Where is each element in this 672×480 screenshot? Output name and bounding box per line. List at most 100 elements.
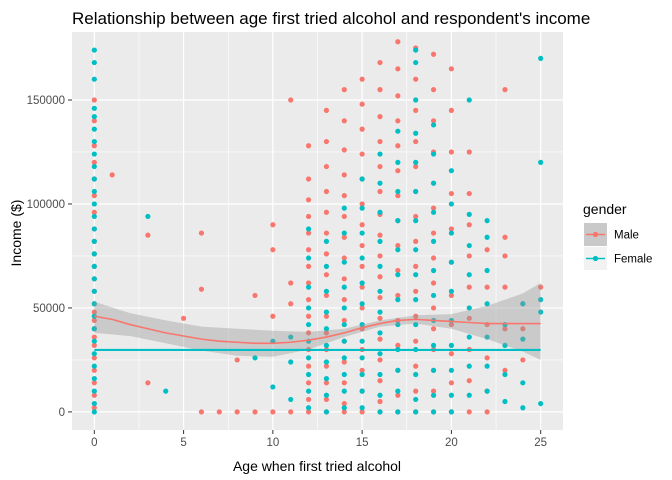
data-point — [91, 76, 97, 82]
data-point — [305, 213, 312, 220]
data-point — [359, 388, 365, 394]
data-point — [91, 163, 97, 170]
data-point — [395, 118, 401, 124]
data-point — [413, 159, 419, 165]
data-point — [180, 315, 187, 321]
data-point — [341, 172, 347, 178]
data-point — [305, 280, 312, 286]
data-point — [484, 267, 490, 274]
data-point — [413, 247, 419, 253]
data-point — [359, 201, 365, 207]
data-point — [538, 55, 544, 62]
data-point — [341, 355, 347, 361]
legend: gender Male Female — [583, 201, 652, 270]
data-point — [377, 209, 383, 215]
y-axis-title: Income ($) — [8, 200, 24, 267]
data-point — [395, 242, 401, 249]
data-point — [377, 232, 383, 238]
data-point — [520, 380, 526, 386]
data-point — [538, 309, 544, 315]
data-point — [145, 380, 151, 386]
data-point — [234, 357, 240, 363]
data-point — [359, 101, 365, 107]
data-point — [288, 396, 294, 403]
data-point — [377, 409, 383, 415]
x-tick-label: 5 — [180, 437, 186, 449]
data-point — [430, 367, 437, 373]
data-point — [109, 172, 115, 178]
data-point — [413, 218, 419, 224]
data-point — [341, 230, 347, 236]
data-point — [323, 238, 330, 244]
data-point — [341, 259, 347, 265]
data-point — [395, 292, 401, 299]
data-point — [323, 251, 330, 257]
data-point — [377, 351, 383, 357]
data-point — [466, 211, 472, 217]
data-point — [305, 388, 312, 394]
data-point — [323, 380, 330, 386]
data-point — [538, 297, 544, 303]
data-point — [305, 405, 312, 411]
data-point — [395, 297, 401, 303]
data-point — [448, 392, 455, 398]
data-point — [341, 147, 347, 153]
data-point — [502, 367, 508, 373]
data-point — [520, 405, 526, 411]
data-point — [323, 163, 330, 170]
data-point — [305, 313, 312, 319]
data-point — [377, 188, 383, 195]
data-point — [377, 59, 383, 66]
data-point — [359, 409, 365, 415]
data-point — [466, 305, 472, 311]
data-point — [91, 263, 97, 269]
data-point — [91, 388, 97, 394]
data-point — [484, 218, 490, 224]
data-point — [359, 371, 365, 378]
data-point — [466, 222, 472, 228]
data-point — [305, 355, 312, 361]
data-point — [91, 276, 97, 282]
data-point — [288, 359, 294, 365]
data-point — [323, 309, 330, 315]
data-point — [91, 213, 97, 220]
data-point — [91, 251, 97, 257]
x-tick-label: 0 — [91, 437, 97, 449]
data-point — [395, 159, 401, 165]
series-female — [91, 47, 544, 415]
data-point — [359, 205, 365, 211]
data-point — [305, 330, 312, 336]
data-point — [305, 363, 312, 369]
data-point — [91, 151, 97, 157]
data-point — [91, 342, 97, 348]
data-point — [323, 326, 330, 332]
data-point — [395, 392, 401, 398]
data-point — [448, 107, 455, 113]
data-point — [91, 376, 97, 382]
data-point — [145, 232, 151, 238]
data-point — [341, 388, 347, 394]
data-point — [413, 338, 419, 344]
data-point — [448, 380, 455, 386]
data-point — [305, 247, 312, 253]
data-point — [448, 190, 455, 197]
data-point — [91, 159, 97, 165]
data-point — [359, 338, 365, 344]
data-point — [377, 336, 383, 342]
data-point — [305, 255, 312, 261]
data-point — [91, 176, 97, 182]
data-point — [91, 363, 97, 369]
data-point — [466, 315, 472, 321]
data-point — [359, 176, 365, 182]
data-point — [430, 151, 437, 157]
data-point — [395, 168, 401, 174]
data-point — [377, 330, 383, 336]
data-point — [288, 301, 294, 307]
data-point — [341, 321, 347, 328]
data-point — [91, 188, 97, 195]
data-point — [395, 409, 401, 415]
data-point — [377, 138, 383, 145]
data-point — [448, 342, 455, 348]
data-point — [413, 163, 419, 170]
data-point — [430, 205, 437, 211]
